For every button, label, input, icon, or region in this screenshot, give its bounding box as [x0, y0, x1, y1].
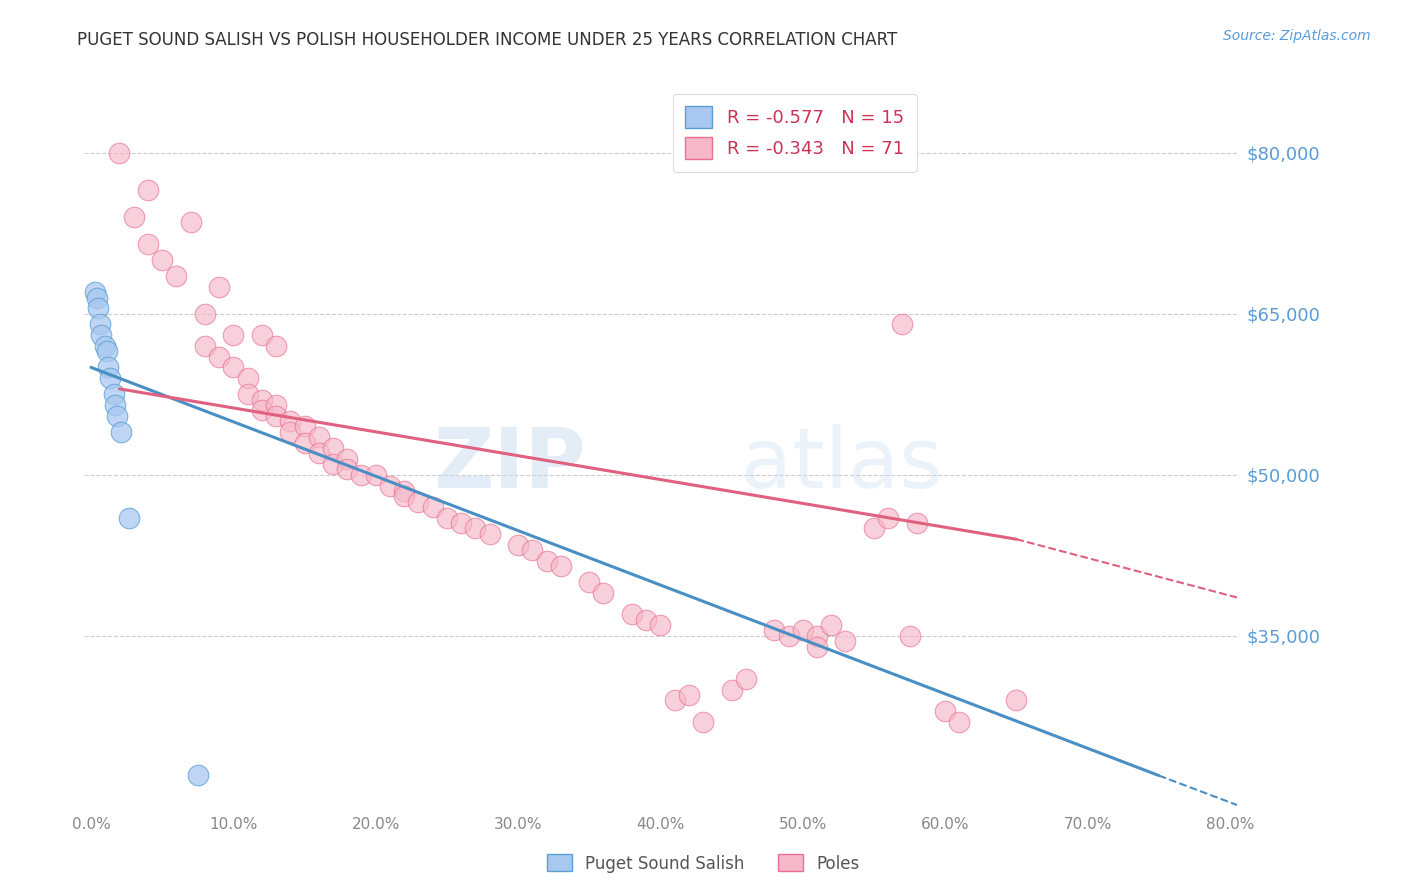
- Point: [264, 339, 287, 353]
- Legend: Puget Sound Salish, Poles: Puget Sound Salish, Poles: [540, 847, 866, 880]
- Point: [96, 344, 118, 359]
- Point: [250, 403, 273, 417]
- Point: [720, 682, 742, 697]
- Point: [350, 467, 373, 482]
- Point: [105, 409, 128, 423]
- Point: [763, 624, 786, 638]
- Point: [877, 510, 900, 524]
- Point: [208, 280, 231, 294]
- Point: [1005, 693, 1028, 707]
- Point: [550, 559, 572, 574]
- Point: [806, 640, 828, 654]
- Point: [536, 554, 558, 568]
- Point: [103, 387, 125, 401]
- Point: [89, 318, 111, 332]
- Point: [236, 371, 259, 385]
- Point: [136, 183, 159, 197]
- Point: [898, 629, 921, 643]
- Point: [364, 467, 387, 482]
- Point: [104, 398, 127, 412]
- Point: [734, 672, 756, 686]
- Point: [86, 291, 108, 305]
- Point: [136, 236, 159, 251]
- Point: [322, 457, 344, 471]
- Point: [308, 430, 330, 444]
- Point: [436, 510, 458, 524]
- Point: [450, 516, 472, 530]
- Point: [98, 371, 121, 385]
- Point: [863, 521, 886, 535]
- Point: [150, 252, 173, 267]
- Point: [208, 350, 231, 364]
- Point: [118, 510, 141, 524]
- Point: [692, 714, 714, 729]
- Point: [294, 435, 316, 450]
- Point: [264, 409, 287, 423]
- Point: [264, 398, 287, 412]
- Point: [478, 526, 501, 541]
- Point: [806, 629, 828, 643]
- Point: [90, 328, 112, 343]
- Point: [891, 318, 914, 332]
- Point: [222, 360, 245, 375]
- Point: [278, 414, 301, 428]
- Point: [650, 618, 672, 632]
- Point: [108, 145, 131, 160]
- Point: [392, 483, 415, 498]
- Point: [678, 688, 700, 702]
- Point: [336, 462, 359, 476]
- Point: [250, 392, 273, 407]
- Point: [180, 215, 202, 229]
- Point: [578, 575, 600, 590]
- Point: [392, 489, 415, 503]
- Text: atlas: atlas: [741, 424, 943, 505]
- Point: [294, 419, 316, 434]
- Point: [336, 451, 359, 466]
- Legend: R = -0.577   N = 15, R = -0.343   N = 71: R = -0.577 N = 15, R = -0.343 N = 71: [672, 94, 917, 172]
- Text: ZIP: ZIP: [433, 424, 585, 505]
- Point: [792, 624, 814, 638]
- Text: PUGET SOUND SALISH VS POLISH HOUSEHOLDER INCOME UNDER 25 YEARS CORRELATION CHART: PUGET SOUND SALISH VS POLISH HOUSEHOLDER…: [77, 31, 897, 49]
- Text: Source: ZipAtlas.com: Source: ZipAtlas.com: [1223, 29, 1371, 43]
- Point: [110, 425, 132, 439]
- Point: [778, 629, 800, 643]
- Point: [165, 269, 187, 284]
- Point: [522, 543, 544, 558]
- Point: [464, 521, 486, 535]
- Point: [378, 478, 401, 492]
- Point: [636, 613, 658, 627]
- Point: [948, 714, 970, 729]
- Point: [97, 360, 120, 375]
- Point: [94, 339, 117, 353]
- Point: [308, 446, 330, 460]
- Point: [122, 210, 145, 224]
- Point: [620, 607, 643, 622]
- Point: [408, 494, 430, 508]
- Point: [322, 441, 344, 455]
- Point: [194, 339, 217, 353]
- Point: [664, 693, 686, 707]
- Point: [834, 634, 856, 648]
- Point: [506, 538, 529, 552]
- Point: [820, 618, 842, 632]
- Point: [187, 768, 209, 782]
- Point: [194, 307, 217, 321]
- Point: [278, 425, 301, 439]
- Point: [934, 704, 956, 718]
- Point: [87, 301, 110, 316]
- Point: [905, 516, 928, 530]
- Point: [222, 328, 245, 343]
- Point: [236, 387, 259, 401]
- Point: [592, 586, 614, 600]
- Point: [422, 500, 444, 514]
- Point: [84, 285, 107, 300]
- Point: [250, 328, 273, 343]
